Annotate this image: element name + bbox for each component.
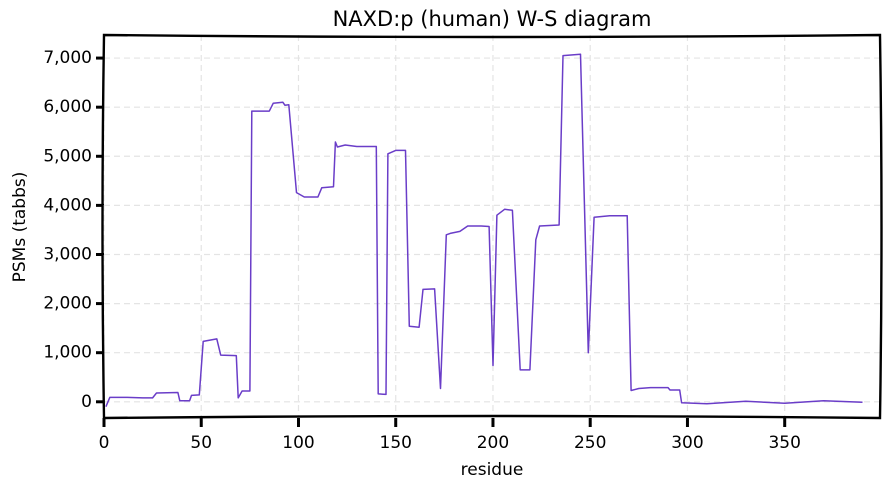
x-tick-label: 50 [190, 433, 212, 453]
y-tick-label: 0 [81, 392, 92, 412]
x-tick-label: 200 [477, 433, 509, 453]
chart-title: NAXD:p (human) W-S diagram [333, 7, 652, 31]
y-tick-label: 7,000 [43, 48, 92, 68]
y-tick-label: 1,000 [43, 343, 92, 363]
y-tick-label: 3,000 [43, 244, 92, 264]
x-axis-label: residue [461, 460, 524, 480]
x-tick-label: 250 [574, 433, 606, 453]
y-axis-label: PSMs (tabbs) [10, 172, 30, 283]
y-tick-label: 6,000 [43, 97, 92, 117]
y-tick-label: 2,000 [43, 294, 92, 314]
x-tick-label: 150 [380, 433, 412, 453]
x-tick-label: 350 [768, 433, 800, 453]
x-tick-label: 300 [671, 433, 703, 453]
plot-frame [101, 33, 883, 420]
y-tick-label: 4,000 [43, 195, 92, 215]
data-line [105, 53, 863, 407]
y-tick-label: 5,000 [43, 146, 92, 166]
x-tick-label: 0 [99, 433, 110, 453]
x-tick-label: 100 [282, 433, 314, 453]
